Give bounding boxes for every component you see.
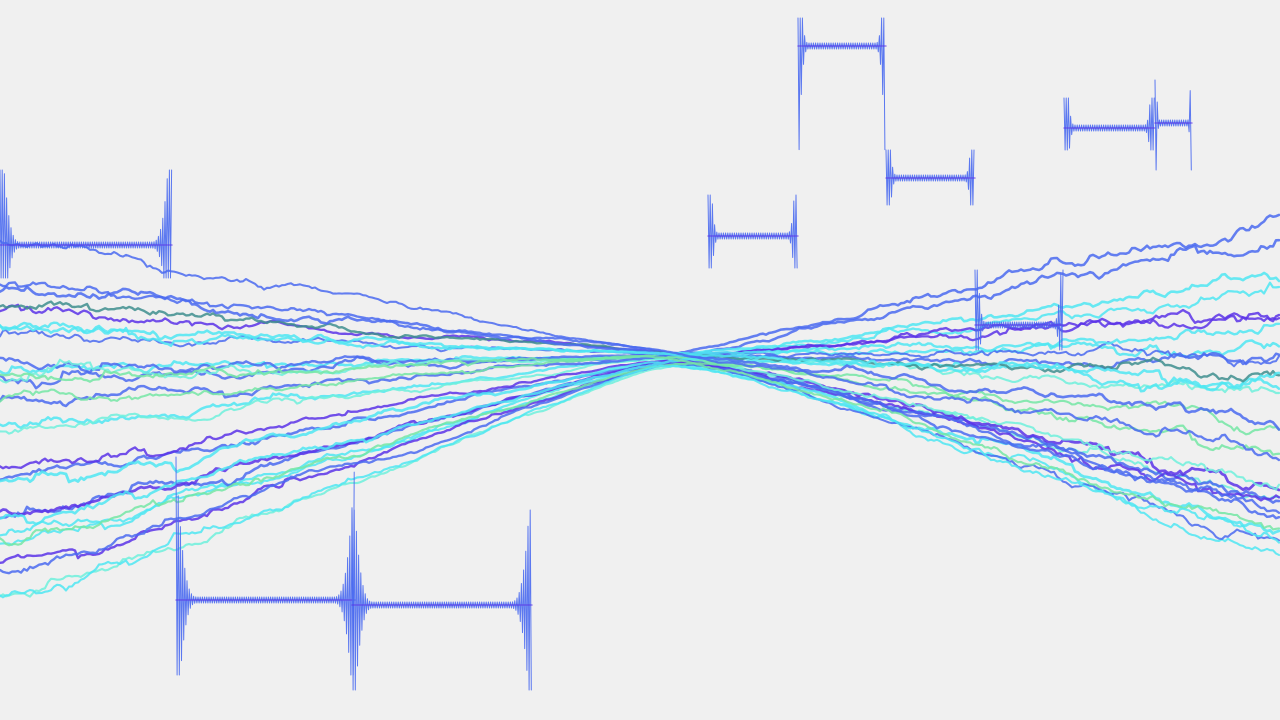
oscillation-burst [707, 194, 798, 269]
oscillation-burst [175, 456, 355, 676]
oscillation-burst [885, 149, 975, 206]
oscillation-burst [0, 169, 173, 279]
oscillation-burst [1154, 79, 1192, 171]
oscillation-bursts [0, 17, 1193, 691]
wave-line [0, 321, 1280, 390]
wave-line [0, 285, 1280, 431]
wave-line [0, 359, 1280, 598]
oscillation-burst [974, 269, 1064, 351]
wave-line [0, 353, 1280, 520]
random-walk-waves [0, 213, 1280, 599]
wave-line [0, 355, 1280, 531]
oscillation-burst [1063, 97, 1155, 151]
oscillation-burst [797, 17, 886, 151]
wave-line [0, 361, 1280, 535]
wave-line [0, 281, 1280, 462]
oscillation-burst [351, 509, 532, 691]
wave-line [0, 357, 1280, 526]
wave-line [0, 364, 1280, 599]
